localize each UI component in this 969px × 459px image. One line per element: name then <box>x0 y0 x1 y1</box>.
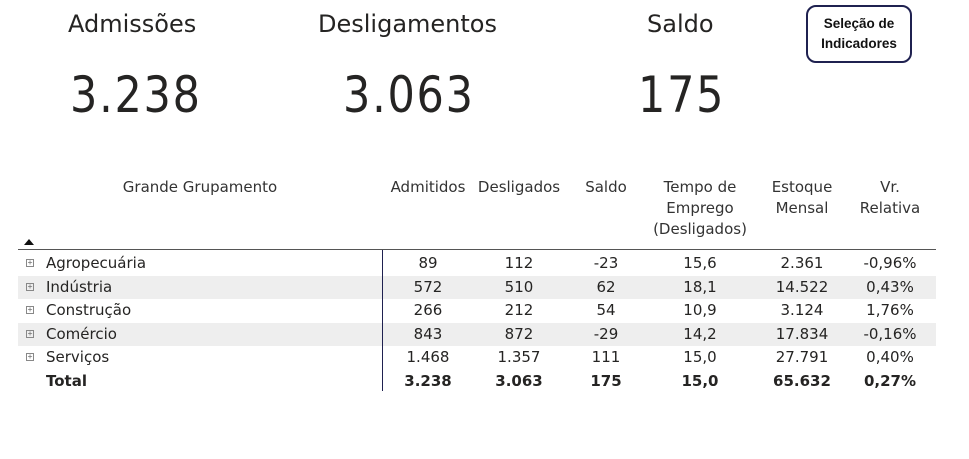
row-group-name: Agropecuária <box>46 254 147 272</box>
cell-vr: -0,16% <box>863 324 917 343</box>
total-label: Total <box>46 372 87 390</box>
kpi-admissoes-title: Admissões <box>68 10 197 38</box>
expand-plus-icon[interactable]: + <box>26 281 34 291</box>
total-tempo: 15,0 <box>681 372 719 390</box>
cell-vr: 0,43% <box>866 277 914 296</box>
kpi-admissoes-value: 3.238 <box>70 66 202 124</box>
cell-estoque: 2.361 <box>780 254 824 272</box>
selecao-indicadores-line2: Indicadores <box>821 36 897 51</box>
cell-estoque: 3.124 <box>780 301 824 319</box>
table-row[interactable]: + Construção 266 212 54 10,9 3.124 1,76% <box>18 299 936 323</box>
cell-tempo: 10,9 <box>683 301 717 319</box>
table-row[interactable]: + Indústria 572 510 62 18,1 14.522 0,43% <box>18 275 936 299</box>
cell-saldo: 62 <box>596 277 616 296</box>
header-estoque-line1: Estoque <box>771 178 833 196</box>
table-row[interactable]: + Serviços 1.468 1.357 111 15,0 27.791 0… <box>18 346 936 370</box>
cell-saldo: -29 <box>593 324 619 343</box>
cell-tempo: 15,0 <box>683 348 717 366</box>
header-admitidos[interactable]: Admitidos <box>390 178 466 196</box>
expand-plus-icon[interactable]: + <box>26 305 34 314</box>
header-estoque-line2: Mensal <box>775 199 829 217</box>
total-vr: 0,27% <box>863 372 917 390</box>
cell-desligados: 510 <box>504 277 534 296</box>
cell-vr: 1,76% <box>866 301 914 319</box>
cell-tempo: 14,2 <box>683 324 717 343</box>
table-row[interactable]: + Agropecuária 89 112 -23 15,6 2.361 -0,… <box>18 252 936 276</box>
total-admitidos: 3.238 <box>404 372 452 390</box>
cell-desligados: 112 <box>504 254 534 272</box>
header-tempo-emprego[interactable]: Tempo de Emprego (Desligados) <box>648 177 752 240</box>
kpi-saldo-value: 175 <box>638 66 726 124</box>
kpi-saldo-title: Saldo <box>647 10 714 38</box>
row-group-name: Comércio <box>46 324 117 343</box>
cell-saldo: 54 <box>596 301 616 319</box>
total-desligados: 3.063 <box>495 372 543 390</box>
kpi-desligamentos-title: Desligamentos <box>318 10 497 38</box>
expand-plus-icon[interactable]: + <box>26 352 34 361</box>
header-vr-relativa[interactable]: Vr. Relativa <box>854 177 926 219</box>
cell-admitidos: 572 <box>413 277 443 296</box>
cell-desligados: 212 <box>504 301 534 319</box>
cell-vr: 0,40% <box>866 348 914 366</box>
cell-estoque: 17.834 <box>775 324 829 343</box>
cell-admitidos: 1.468 <box>406 348 450 366</box>
expand-plus-icon[interactable]: + <box>26 328 34 338</box>
cell-vr: -0,96% <box>863 254 917 272</box>
cell-saldo: -23 <box>593 254 619 272</box>
cell-saldo: 111 <box>591 348 621 366</box>
cell-admitidos: 843 <box>413 324 443 343</box>
cell-tempo: 18,1 <box>683 277 717 296</box>
selecao-indicadores-line1: Seleção de <box>823 16 895 31</box>
header-tempo-line3: (Desligados) <box>653 220 747 238</box>
kpi-desligamentos-value: 3.063 <box>343 66 475 124</box>
total-saldo: 175 <box>590 372 622 390</box>
sort-ascending-icon[interactable] <box>24 239 34 245</box>
column-divider <box>382 250 383 391</box>
header-estoque-mensal[interactable]: Estoque Mensal <box>760 177 844 219</box>
row-group-name: Serviços <box>46 348 110 366</box>
header-divider <box>18 249 936 250</box>
cell-admitidos: 89 <box>418 254 438 272</box>
header-desligados[interactable]: Desligados <box>477 178 561 196</box>
cell-desligados: 872 <box>504 324 534 343</box>
selecao-indicadores-button[interactable]: Seleção de Indicadores <box>806 5 912 63</box>
header-vr-line2: Relativa <box>859 199 921 217</box>
total-row: Total 3.238 3.063 175 15,0 65.632 0,27% <box>18 370 936 394</box>
total-estoque: 65.632 <box>773 372 831 390</box>
header-tempo-line2: Emprego <box>666 199 734 217</box>
cell-estoque: 14.522 <box>775 277 829 296</box>
cell-tempo: 15,6 <box>683 254 717 272</box>
table-row[interactable]: + Comércio 843 872 -29 14,2 17.834 -0,16… <box>18 322 936 346</box>
header-tempo-line1: Tempo de <box>663 178 737 196</box>
header-saldo[interactable]: Saldo <box>585 178 627 196</box>
cell-estoque: 27.791 <box>775 348 829 366</box>
header-vr-line1: Vr. <box>880 178 900 196</box>
header-grande-grupamento[interactable]: Grande Grupamento <box>122 178 278 196</box>
cell-desligados: 1.357 <box>497 348 541 366</box>
expand-plus-icon[interactable]: + <box>26 258 34 267</box>
row-group-name: Indústria <box>46 277 113 296</box>
row-group-name: Construção <box>46 301 132 319</box>
cell-admitidos: 266 <box>413 301 443 319</box>
